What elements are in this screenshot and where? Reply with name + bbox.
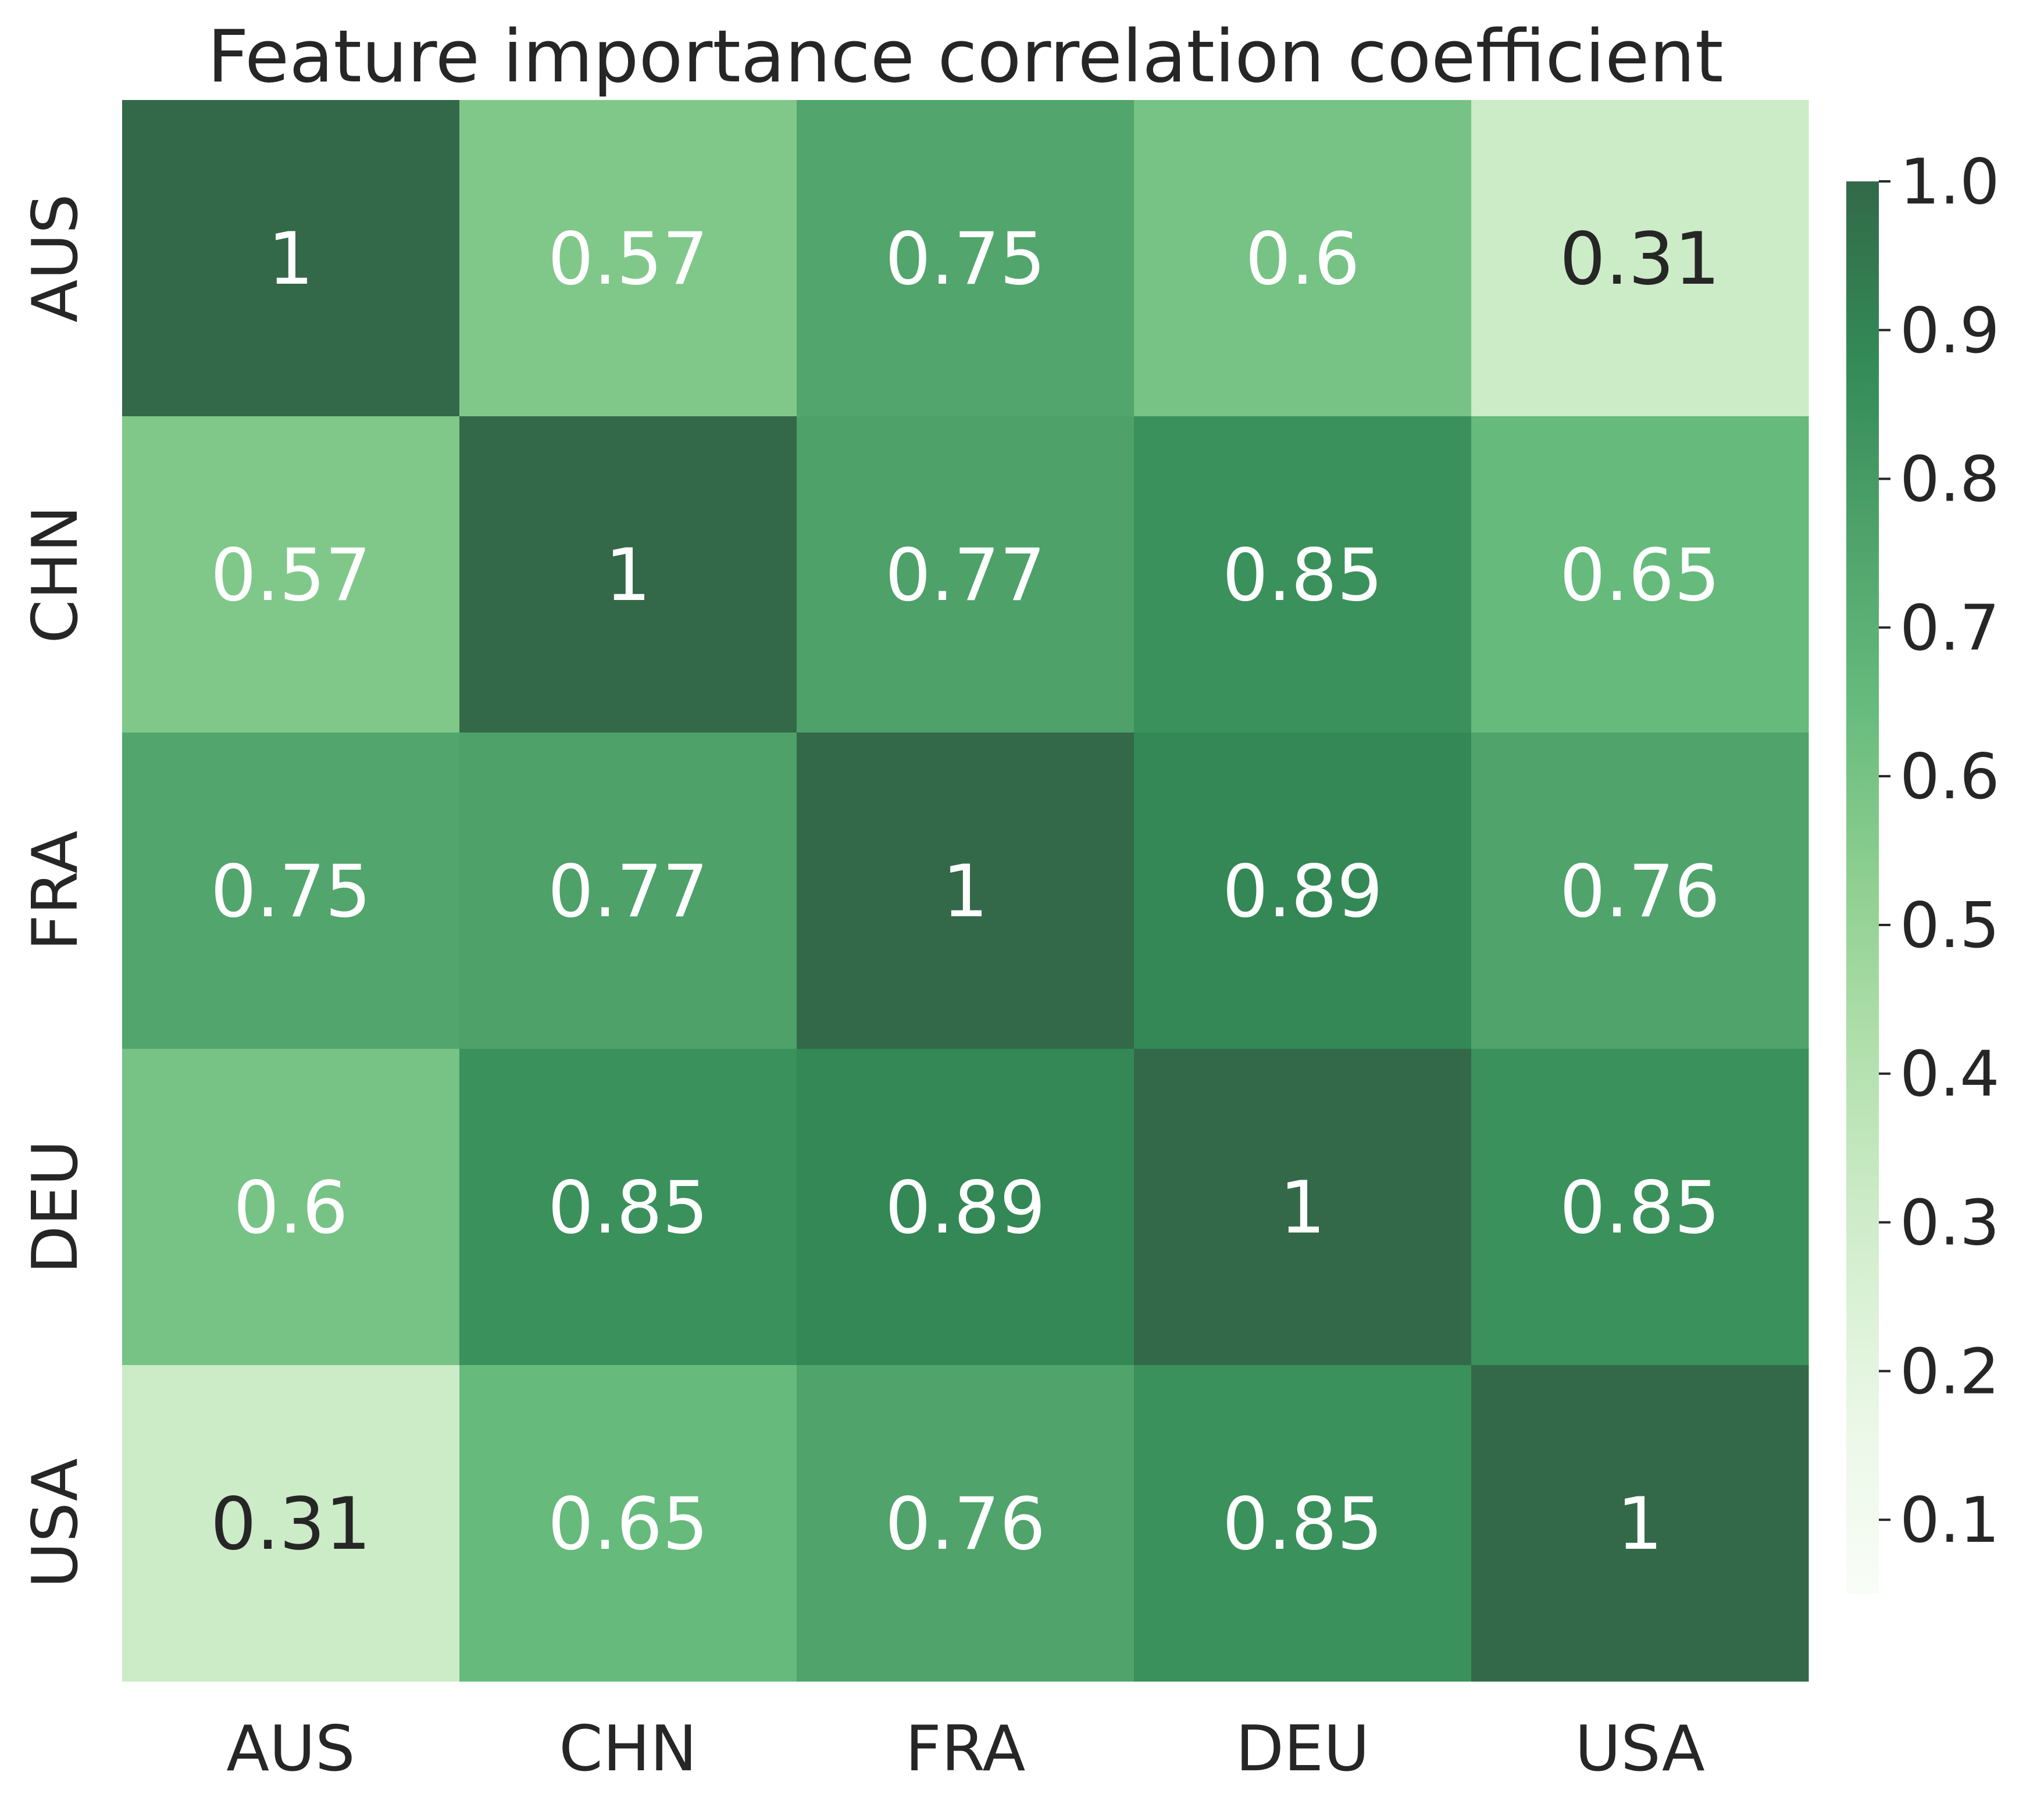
- cell-value-label: 0.6: [1245, 217, 1360, 301]
- heatmap-cell: [122, 1049, 460, 1366]
- heatmap-cell: [797, 416, 1135, 733]
- cell-value-label: 0.75: [211, 850, 371, 934]
- x-axis-tick-labels: AUS CHN FRA DEU USA: [226, 1713, 1704, 1785]
- colorbar-tick-label: 0.3: [1900, 1187, 2000, 1260]
- cell-value-label: 0.65: [548, 1483, 708, 1566]
- cell-value-label: 0.57: [548, 217, 708, 301]
- cell-value-label: 0.76: [885, 1483, 1046, 1566]
- heatmap-cells: 1 0.57 0.75 0.6 0.31 0.57 1 0.77 0.85 0.65 0.75 0.7…: [122, 100, 1809, 1682]
- heatmap-cell: [797, 100, 1135, 417]
- cell-value-label: 1: [268, 217, 314, 301]
- heatmap-cell: [797, 1365, 1135, 1682]
- colorbar-gradient: [1846, 181, 1879, 1594]
- colorbar-tick-label: 0.8: [1900, 444, 2000, 516]
- colorbar-tick-label: 0.5: [1900, 890, 2000, 962]
- heatmap-cell: [1134, 100, 1472, 417]
- heatmap-cell: [459, 416, 797, 733]
- cell-value-label: 1: [943, 850, 989, 934]
- heatmap-cell: [1134, 1049, 1472, 1366]
- chart-title: Feature importance correlation coefficie…: [208, 15, 1724, 99]
- x-tick-label: DEU: [1236, 1713, 1369, 1785]
- cell-value-label: 0.85: [1560, 1166, 1720, 1250]
- y-tick-label: FRA: [19, 831, 92, 951]
- cell-value-label: 0.85: [1222, 534, 1383, 617]
- cell-value-label: 0.77: [548, 850, 708, 934]
- heatmap-cell: [1134, 733, 1472, 1049]
- heatmap-cell: [1471, 1365, 1809, 1682]
- colorbar-tick-label: 0.1: [1900, 1484, 2000, 1557]
- heatmap-cell: [459, 1049, 797, 1366]
- x-tick-label: AUS: [226, 1713, 355, 1785]
- colorbar-tick-label: 0.6: [1900, 741, 2000, 813]
- cell-value-label: 0.75: [885, 217, 1046, 301]
- heatmap-cell: [459, 1365, 797, 1682]
- heatmap-cell: [1134, 416, 1472, 733]
- cell-value-label: 0.85: [548, 1166, 708, 1250]
- heatmap-cell: [122, 100, 460, 417]
- heatmap-cell: [459, 733, 797, 1049]
- y-tick-label: DEU: [19, 1140, 92, 1274]
- heatmap-cell: [1471, 1049, 1809, 1366]
- cell-value-label: 0.89: [885, 1166, 1046, 1250]
- heatmap-cell: [797, 733, 1135, 1049]
- cell-value-label: 0.76: [1560, 850, 1720, 934]
- x-tick-label: CHN: [559, 1713, 697, 1785]
- heatmap-cell: [1134, 1365, 1472, 1682]
- cell-value-label: 0.31: [1560, 217, 1720, 301]
- cell-value-label: 0.31: [211, 1483, 371, 1566]
- cell-value-label: 0.65: [1560, 534, 1720, 617]
- y-axis-tick-labels: AUS CHN FRA DEU USA: [19, 194, 92, 1588]
- x-tick-label: FRA: [905, 1713, 1026, 1785]
- y-tick-label: AUS: [19, 194, 92, 322]
- cell-value-label: 1: [1280, 1166, 1326, 1250]
- cell-value-label: 0.57: [211, 534, 371, 617]
- y-tick-label: USA: [19, 1458, 92, 1588]
- x-tick-label: USA: [1575, 1713, 1705, 1785]
- colorbar-tick-label: 0.2: [1900, 1335, 2000, 1408]
- heatmap-cell: [1471, 100, 1809, 417]
- cell-value-label: 0.85: [1222, 1483, 1383, 1566]
- heatmap-cell: [122, 1365, 460, 1682]
- cell-value-label: 1: [1617, 1483, 1663, 1566]
- cell-value-label: 0.89: [1222, 850, 1383, 934]
- colorbar: 0.1 0.2 0.3 0.4 0.5 0.6 0.7 0.8 0.9 1.0: [1846, 146, 2000, 1594]
- heatmap-cell: [1471, 733, 1809, 1049]
- colorbar-tick-label: 0.7: [1900, 592, 2000, 665]
- colorbar-tick-label: 0.9: [1900, 295, 2000, 367]
- y-tick-label: CHN: [19, 505, 92, 643]
- cell-value-label: 0.77: [885, 534, 1046, 617]
- heatmap-cell: [797, 1049, 1135, 1366]
- heatmap-cell: [122, 733, 460, 1049]
- heatmap-cell: [122, 416, 460, 733]
- colorbar-tick-label: 0.4: [1900, 1038, 2000, 1111]
- heatmap-cell: [1471, 416, 1809, 733]
- heatmap-cell: [459, 100, 797, 417]
- colorbar-tick-label: 1.0: [1900, 146, 2000, 219]
- cell-value-label: 1: [605, 534, 651, 617]
- cell-value-label: 0.6: [233, 1166, 348, 1250]
